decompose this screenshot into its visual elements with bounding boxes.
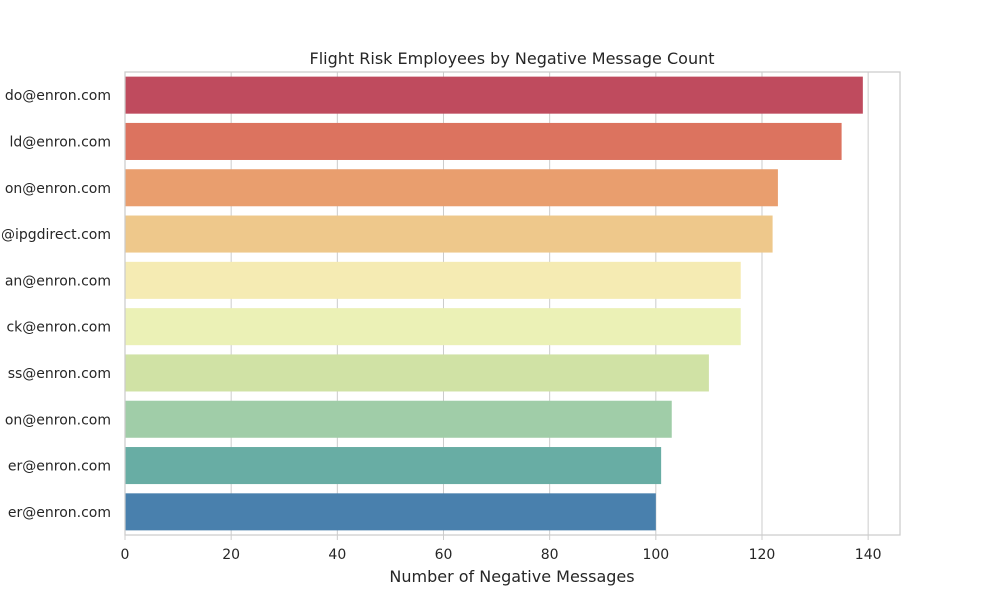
y-category-label: ck@enron.com — [6, 320, 111, 336]
y-category-label: on@enron.com — [5, 181, 111, 197]
y-category-label: do@enron.com — [5, 88, 111, 104]
x-tick-label: 40 — [328, 547, 346, 563]
x-tick-label: 20 — [222, 547, 240, 563]
x-tick-label: 0 — [121, 547, 130, 563]
x-tick-label: 100 — [642, 547, 669, 563]
bar — [125, 215, 773, 253]
y-category-label: ld@enron.com — [10, 134, 112, 150]
x-tick-label: 60 — [435, 547, 453, 563]
x-axis-label: Number of Negative Messages — [389, 567, 634, 586]
bar — [125, 308, 741, 346]
y-category-label: @ipgdirect.com — [1, 227, 111, 243]
bars-layer — [125, 76, 863, 531]
x-axis-ticks: 0 20 40 60 80 100 120 140 — [121, 535, 882, 563]
x-tick-label: 140 — [855, 547, 882, 563]
chart-title: Flight Risk Employees by Negative Messag… — [310, 49, 715, 68]
bar — [125, 493, 656, 531]
y-category-label: er@enron.com — [8, 459, 111, 475]
bar — [125, 261, 741, 299]
x-tick-label: 120 — [749, 547, 776, 563]
x-tick-label: 80 — [541, 547, 559, 563]
plot-frame — [124, 71, 901, 536]
y-category-label: on@enron.com — [5, 412, 111, 428]
y-category-label: er@enron.com — [8, 505, 111, 521]
bar — [125, 400, 672, 438]
y-category-label: an@enron.com — [5, 273, 111, 289]
bar — [125, 169, 778, 207]
y-category-label: ss@enron.com — [8, 366, 111, 382]
bar — [125, 122, 842, 160]
bar — [125, 447, 662, 485]
y-axis-categories: do@enron.com ld@enron.com on@enron.com @ipg… — [1, 88, 111, 521]
bar — [125, 354, 709, 392]
bar — [125, 76, 863, 114]
